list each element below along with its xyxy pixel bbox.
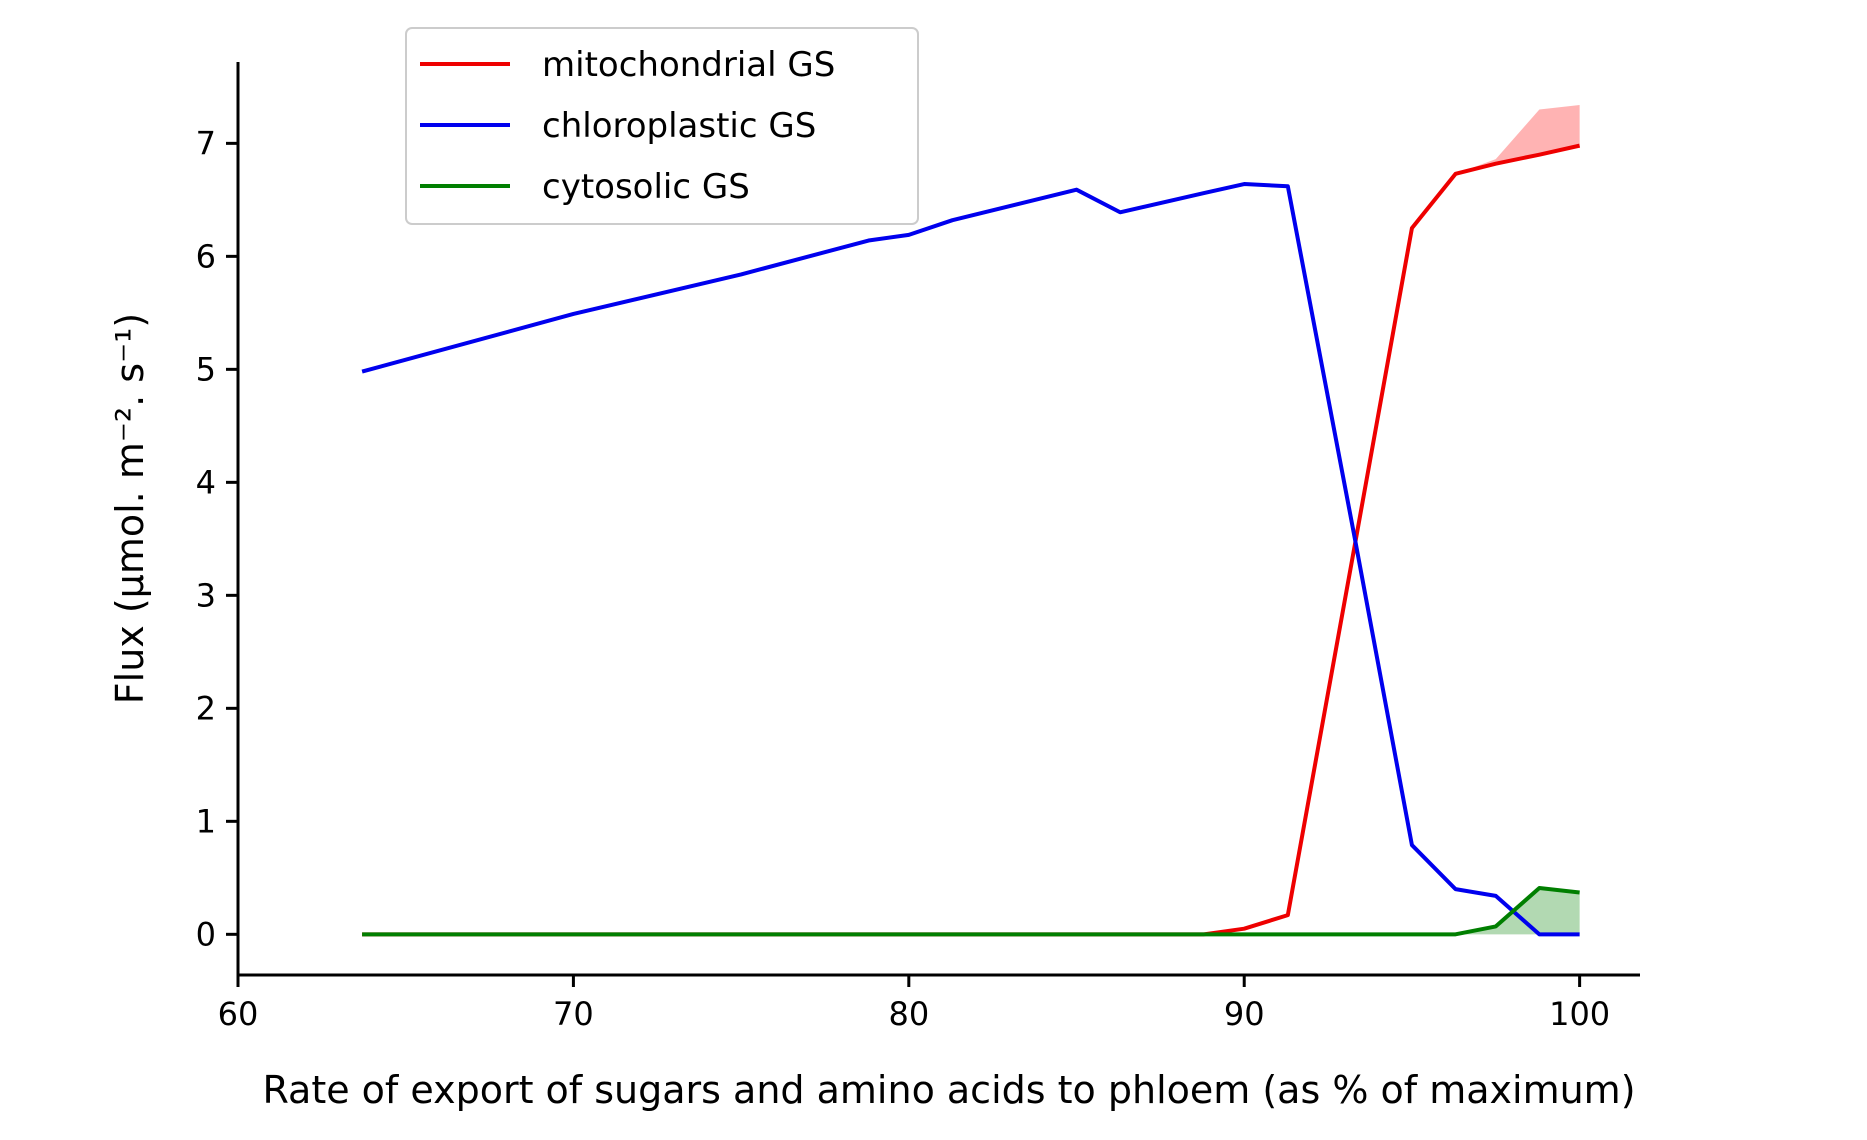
legend-frame bbox=[405, 27, 919, 225]
y-tick-label: 2 bbox=[196, 689, 216, 727]
y-axis-title: Flux (µmol. m⁻². s⁻¹) bbox=[108, 313, 152, 704]
y-tick-label: 0 bbox=[196, 915, 216, 953]
y-tick-label: 6 bbox=[196, 237, 216, 275]
legend-label: cytosolic GS bbox=[542, 167, 750, 207]
y-tick-label: 4 bbox=[196, 463, 216, 501]
y-tick-label: 5 bbox=[196, 350, 216, 388]
axes: 60 70 80 90 100 0 1 2 3 4 5 6 7 bbox=[196, 62, 1640, 1033]
x-tick-label: 90 bbox=[1224, 995, 1265, 1033]
x-tick-label: 60 bbox=[218, 995, 259, 1033]
y-tick-label: 3 bbox=[196, 576, 216, 614]
x-axis-title: Rate of export of sugars and amino acids… bbox=[262, 1068, 1635, 1112]
mitochondrial-gs-line bbox=[362, 143, 1581, 937]
chloroplastic-gs-line bbox=[361, 182, 1580, 937]
y-tick-label: 1 bbox=[196, 802, 216, 840]
y-ticks: 0 1 2 3 4 5 6 7 bbox=[196, 124, 238, 953]
series-lines bbox=[361, 143, 1581, 937]
y-tick-label: 7 bbox=[196, 124, 216, 162]
cytosolic-gs-line bbox=[362, 885, 1580, 937]
x-tick-label: 70 bbox=[553, 995, 594, 1033]
legend: mitochondrial GS chloroplastic GS cytosoli… bbox=[405, 27, 919, 225]
cytosolic-gs-band bbox=[1455, 887, 1580, 935]
legend-label: chloroplastic GS bbox=[542, 106, 816, 146]
uncertainty-bands bbox=[1455, 104, 1580, 935]
x-ticks: 60 70 80 90 100 bbox=[218, 975, 1610, 1033]
x-tick-label: 80 bbox=[888, 995, 929, 1033]
x-tick-label: 100 bbox=[1549, 995, 1610, 1033]
mitochondrial-gs-band bbox=[1455, 104, 1580, 174]
legend-label: mitochondrial GS bbox=[542, 45, 835, 85]
